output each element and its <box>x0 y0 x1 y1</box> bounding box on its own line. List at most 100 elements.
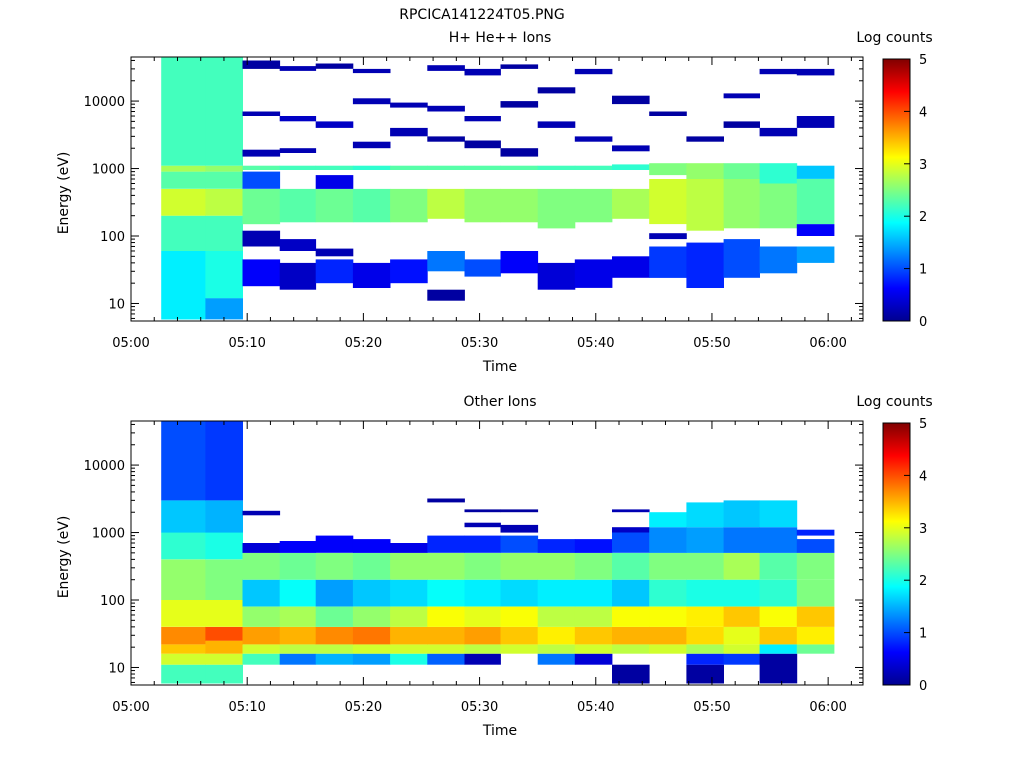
heatmap-cell <box>242 653 281 665</box>
heatmap-cell <box>612 552 650 580</box>
panel-title: Other Ions <box>463 394 536 410</box>
heatmap-cell <box>612 644 650 654</box>
heatmap-cell <box>205 500 243 533</box>
heatmap-cell <box>161 600 206 627</box>
heatmap-cell <box>723 239 760 278</box>
heatmap-cell <box>161 215 206 251</box>
heatmap-cell <box>242 626 281 645</box>
heatmap-cell <box>464 259 501 277</box>
heatmap-cell <box>723 93 760 99</box>
heatmap-cell <box>161 626 206 645</box>
heatmap-cell <box>427 165 465 170</box>
heatmap-cell <box>537 653 576 665</box>
heatmap-cell <box>723 626 760 645</box>
heatmap-cell <box>352 579 391 607</box>
heatmap-cell <box>427 644 465 654</box>
heatmap-cell <box>161 532 206 560</box>
heatmap-cell <box>242 606 281 627</box>
heatmap-cell <box>649 527 687 553</box>
heatmap-cell <box>759 163 798 184</box>
heatmap-cell <box>612 509 650 513</box>
heatmap-cell <box>390 579 428 607</box>
heatmap-cell <box>390 165 428 170</box>
x-tick-label: 05:40 <box>577 336 614 351</box>
heatmap-cell <box>279 262 317 290</box>
figure-title: RPCICA141224T05.PNG <box>399 7 564 23</box>
x-tick-label: 05:00 <box>112 700 149 715</box>
heatmap-cell <box>427 251 465 272</box>
heatmap-cell <box>796 246 835 263</box>
heatmap-cell <box>649 111 687 116</box>
heatmap-cell <box>161 500 206 533</box>
heatmap-cell <box>574 136 613 142</box>
heatmap-cell <box>686 606 724 627</box>
heatmap-cell <box>796 606 835 627</box>
x-tick-label: 05:30 <box>461 336 498 351</box>
heatmap-cell <box>537 606 576 627</box>
heatmap-cell <box>279 552 317 580</box>
y-tick-label: 100 <box>100 230 125 245</box>
heatmap-cell <box>574 259 613 288</box>
colorbar-tick-label: 3 <box>919 158 927 173</box>
colorbar-tick-label: 5 <box>919 53 927 68</box>
heatmap-cell <box>686 179 724 231</box>
heatmap-cell <box>612 256 650 278</box>
colorbar <box>882 58 911 322</box>
heatmap-cell <box>352 141 391 149</box>
heatmap-cell <box>315 644 354 654</box>
heatmap-cell <box>537 579 576 607</box>
heatmap-cell <box>315 63 354 69</box>
heatmap-cell <box>796 68 835 76</box>
heatmap-cell <box>390 188 428 223</box>
heatmap-cell <box>759 552 798 580</box>
heatmap-cell <box>205 653 243 665</box>
heatmap-cell <box>759 527 798 553</box>
heatmap-cell <box>352 539 391 553</box>
heatmap-cell <box>759 644 798 654</box>
heatmap-cell <box>161 421 206 501</box>
heatmap-cell <box>242 165 281 170</box>
x-tick-label: 05:50 <box>693 700 730 715</box>
heatmap-cell <box>574 165 613 170</box>
heatmap-cell <box>796 116 835 128</box>
heatmap-cell <box>427 136 465 142</box>
colorbar-label: Log counts <box>856 30 932 46</box>
heatmap-cell <box>537 87 576 94</box>
heatmap-cell <box>464 188 501 223</box>
heatmap-cell <box>315 579 354 607</box>
heatmap-cell <box>161 559 206 600</box>
heatmap-cell <box>390 626 428 645</box>
heatmap-cell <box>537 644 576 654</box>
heatmap-cell <box>242 149 281 157</box>
y-tick-label: 1000 <box>92 163 125 178</box>
x-tick-label: 05:50 <box>693 336 730 351</box>
heatmap-cell <box>686 664 724 684</box>
heatmap-cell <box>574 579 613 607</box>
heatmap-cell <box>205 559 243 600</box>
heatmap-cell <box>686 653 724 665</box>
heatmap-cell <box>686 502 724 528</box>
x-tick-label: 05:40 <box>577 700 614 715</box>
x-tick-label: 06:00 <box>809 700 846 715</box>
heatmap-cell <box>315 535 354 553</box>
heatmap-cell <box>390 127 428 137</box>
heatmap-cell <box>612 606 650 627</box>
heatmap-cell <box>242 552 281 580</box>
heatmap-cell <box>759 127 798 137</box>
heatmap-cell <box>612 626 650 645</box>
heatmap-cell <box>723 121 760 128</box>
x-tick-label: 05:30 <box>461 700 498 715</box>
heatmap-cell <box>205 57 243 166</box>
heatmap-cell <box>464 606 501 627</box>
heatmap-cell <box>612 579 650 607</box>
heatmap-cell <box>464 579 501 607</box>
heatmap-cell <box>723 653 760 665</box>
colorbar-tick-label: 2 <box>919 210 927 225</box>
heatmap-cell <box>205 664 243 684</box>
heatmap-cell <box>723 606 760 627</box>
heatmap-cell <box>352 606 391 627</box>
heatmap-cell <box>500 148 539 157</box>
heatmap-cell <box>161 188 206 216</box>
heatmap-cell <box>723 644 760 654</box>
